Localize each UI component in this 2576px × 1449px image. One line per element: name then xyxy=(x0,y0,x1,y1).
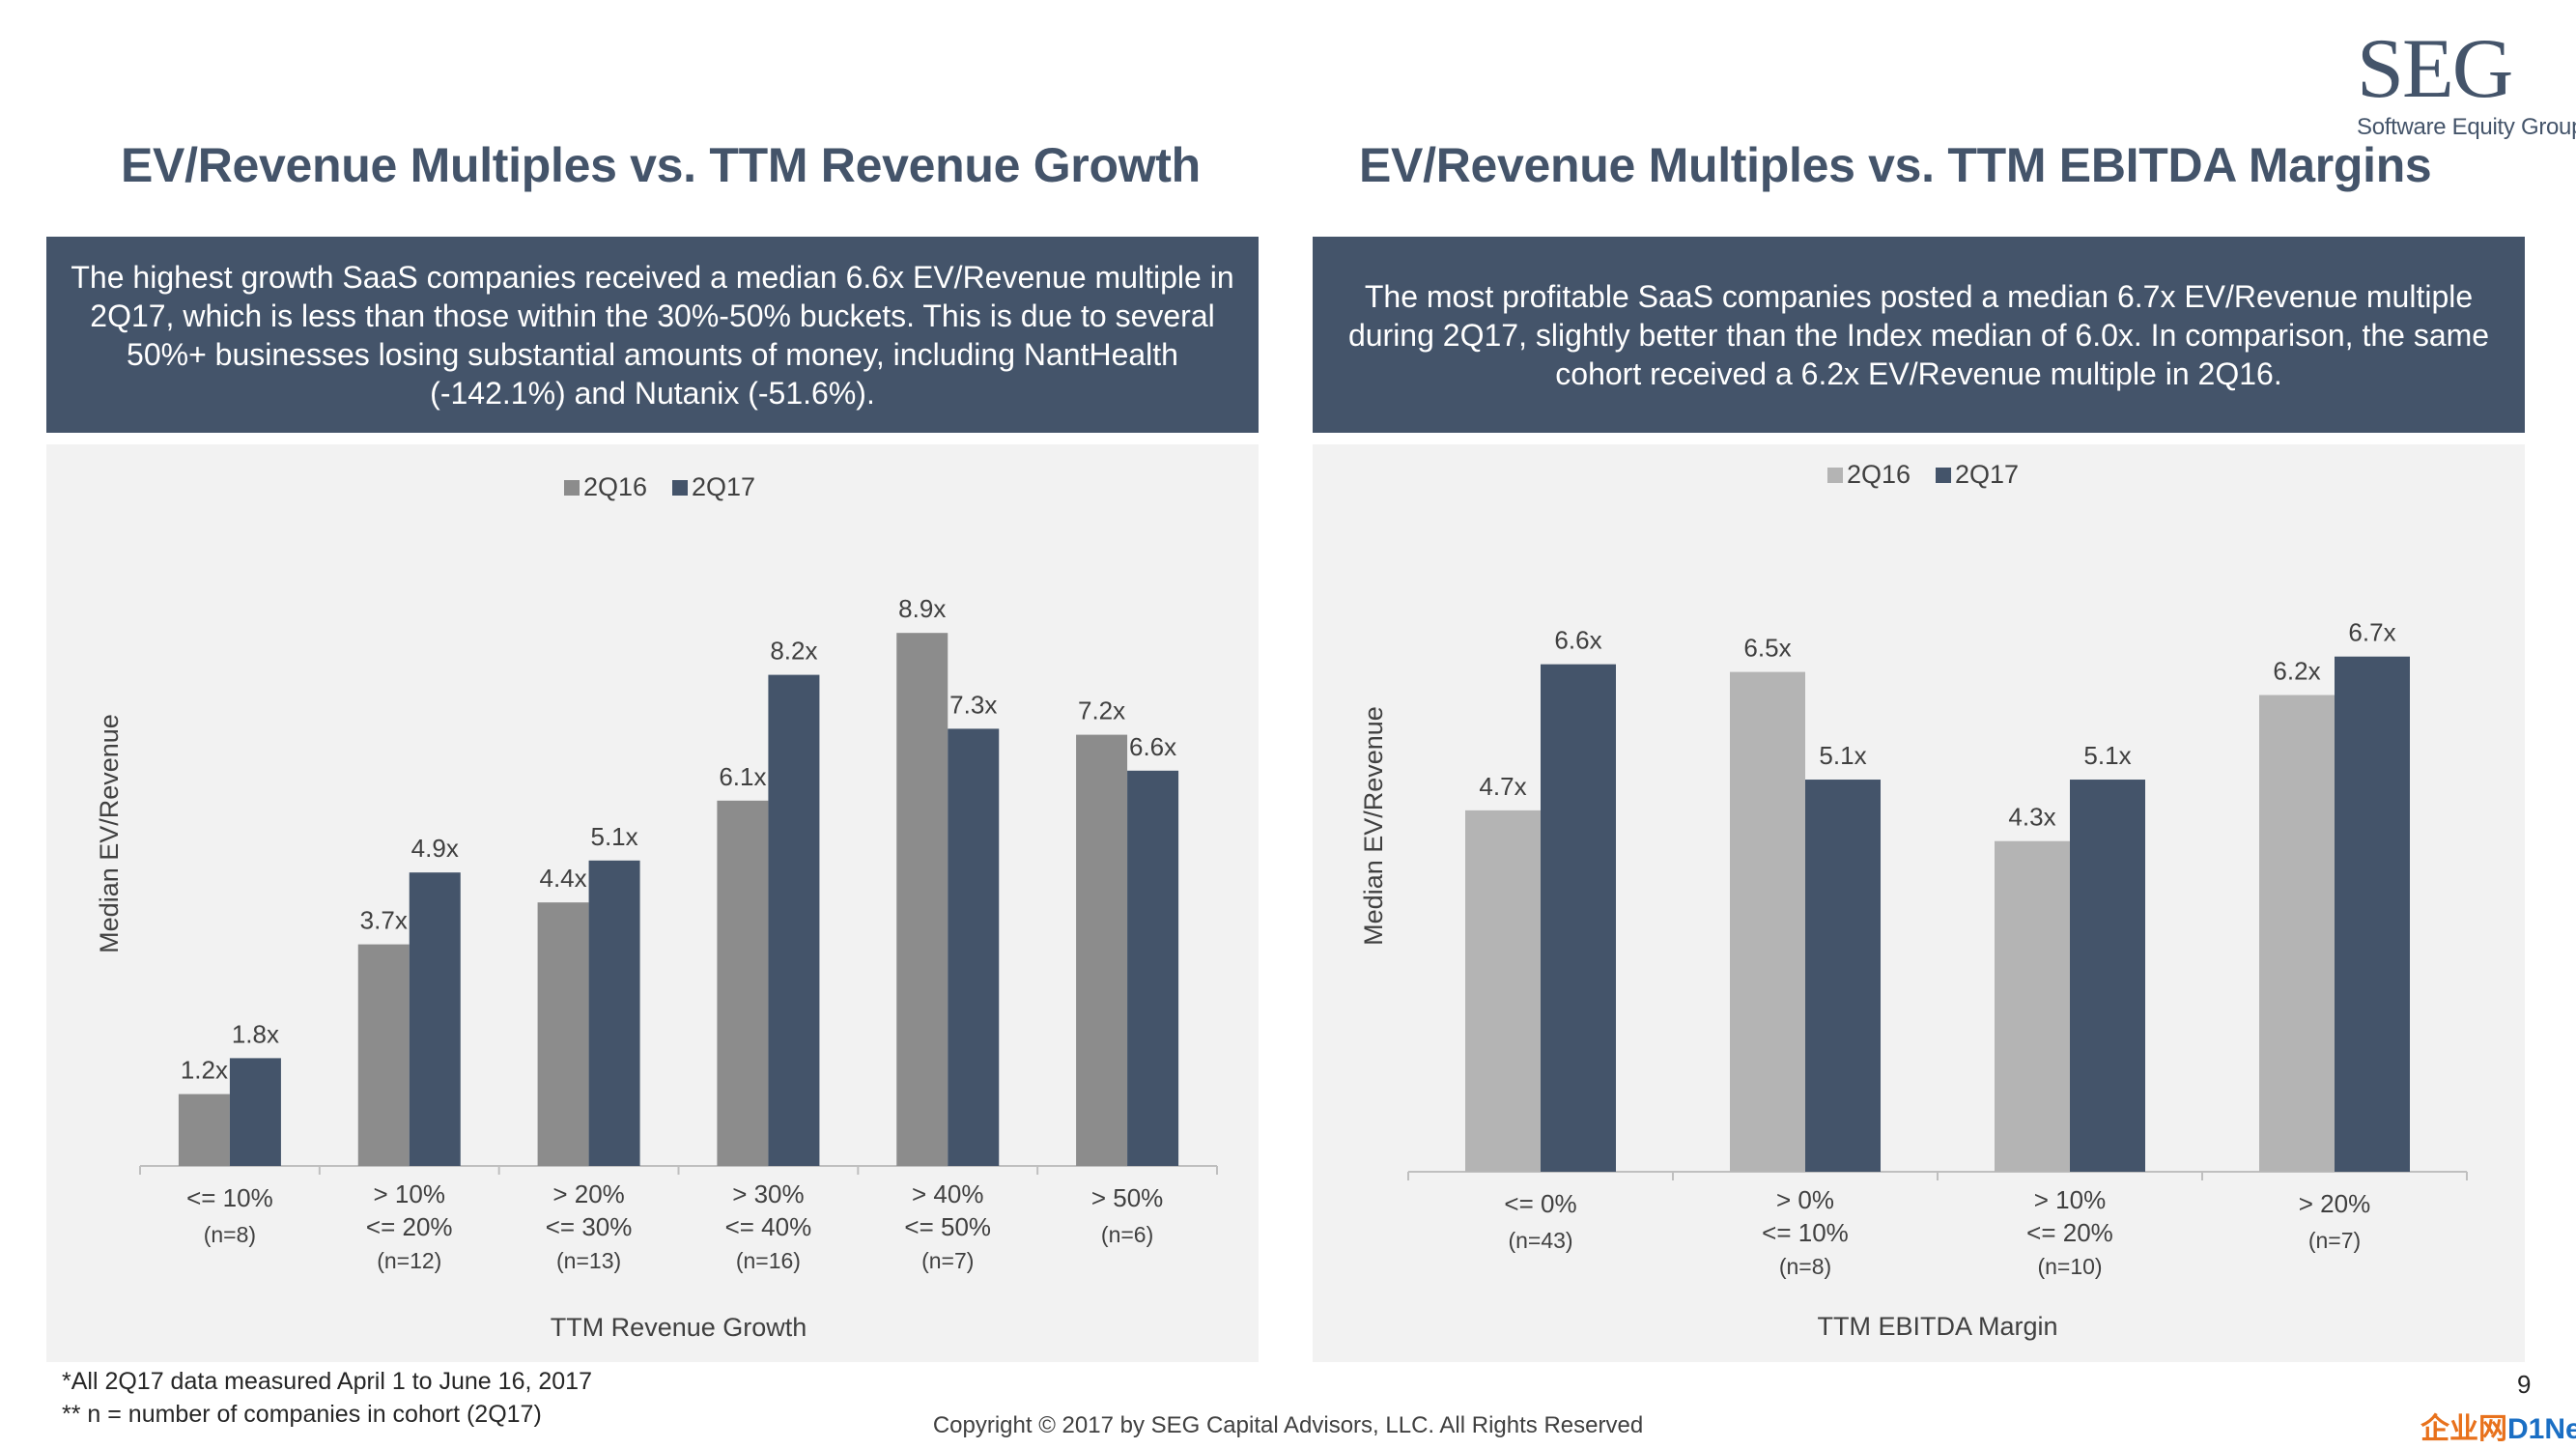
left-category-label: <= 40% xyxy=(725,1212,812,1241)
left-data-label: 5.1x xyxy=(591,822,638,851)
right-category-label: <= 10% xyxy=(1762,1218,1849,1247)
right-data-label: 6.5x xyxy=(1743,634,1791,663)
right-bar-2q16 xyxy=(1995,840,2070,1172)
right-category-label: (n=43) xyxy=(1508,1228,1572,1253)
left-legend-swatch-2q17 xyxy=(672,480,688,496)
right-data-label: 5.1x xyxy=(1819,741,1866,770)
left-category-label: > 10% xyxy=(374,1179,445,1208)
right-bar-2q16 xyxy=(1730,671,1805,1172)
footnote-data-period: *All 2Q17 data measured April 1 to June … xyxy=(62,1368,592,1395)
right-data-label: 6.6x xyxy=(1554,626,1601,655)
right-data-label: 6.2x xyxy=(2273,656,2320,685)
left-data-label: 4.9x xyxy=(411,834,459,863)
left-category-label: > 40% xyxy=(912,1179,983,1208)
right-category-label: (n=8) xyxy=(1779,1254,1831,1279)
left-description-banner: The highest growth SaaS companies receiv… xyxy=(46,237,1259,433)
right-bar-2q16 xyxy=(2259,695,2335,1172)
right-bar-2q17 xyxy=(1805,780,1881,1172)
ebitda-margin-chart: 4.7x 6.6x <= 0% (n=43) 6.5x 5.1x > 0% <= 10% (n=… xyxy=(1359,460,2468,1341)
right-data-label: 4.7x xyxy=(1479,772,1526,801)
right-description-text: The most profitable SaaS companies poste… xyxy=(1347,278,2490,391)
right-legend-swatch-2q17 xyxy=(1936,468,1951,483)
left-bar-2q17 xyxy=(409,872,461,1166)
left-bar-2q16 xyxy=(896,633,948,1166)
left-bar-2q16 xyxy=(1076,734,1128,1166)
left-category-label: <= 10% xyxy=(186,1183,273,1212)
left-category-label: <= 30% xyxy=(546,1212,633,1241)
left-data-label: 7.3x xyxy=(949,690,997,719)
copyright-notice: Copyright © 2017 by SEG Capital Advisors… xyxy=(932,1412,1644,1438)
watermark-text-en: D1Net xyxy=(2507,1413,2576,1445)
left-y-axis-title: Median EV/Revenue xyxy=(95,714,124,953)
left-legend-swatch-2q16 xyxy=(564,480,580,496)
right-bar-2q17 xyxy=(1541,664,1616,1172)
right-x-axis-title: TTM EBITDA Margin xyxy=(1817,1312,2057,1341)
left-category-label: (n=8) xyxy=(204,1222,256,1247)
left-bar-2q17 xyxy=(1127,770,1179,1166)
left-bar-2q17 xyxy=(768,674,820,1166)
right-y-axis-title: Median EV/Revenue xyxy=(1359,706,1388,946)
right-category-label: > 10% xyxy=(2034,1185,2106,1214)
left-category-label: <= 20% xyxy=(366,1212,453,1241)
watermark-text-cn: 企业网 xyxy=(2420,1413,2507,1445)
left-category-label: (n=12) xyxy=(377,1248,441,1273)
right-legend-swatch-2q16 xyxy=(1827,468,1843,483)
seg-logo-subtitle: Software Equity Group xyxy=(2357,114,2576,140)
right-description-banner: The most profitable SaaS companies poste… xyxy=(1313,237,2525,433)
left-data-label: 6.1x xyxy=(719,762,766,791)
left-legend-label-2q16: 2Q16 xyxy=(583,472,647,501)
right-data-label: 5.1x xyxy=(2083,741,2131,770)
left-data-label: 7.2x xyxy=(1078,696,1125,725)
left-bar-2q17 xyxy=(948,728,1000,1166)
revenue-growth-chart: 1.2x1.8x <= 10% (n=8) 3.7x 4.9x > 10% <= 20% (n… xyxy=(95,472,1218,1342)
left-data-label: 8.9x xyxy=(898,594,946,623)
left-category-label: <= 50% xyxy=(904,1212,991,1241)
left-bar-2q16 xyxy=(537,902,589,1166)
right-chart-title: EV/Revenue Multiples vs. TTM EBITDA Marg… xyxy=(1359,138,2432,192)
left-data-label: 4.4x xyxy=(540,864,587,893)
right-legend-label-2q16: 2Q16 xyxy=(1847,460,1911,489)
right-category-label: (n=10) xyxy=(2037,1254,2102,1279)
footnote-n-definition: ** n = number of companies in cohort (2Q… xyxy=(62,1401,542,1428)
left-data-label: 8.2x xyxy=(770,637,817,666)
left-data-label: 1.2x xyxy=(181,1056,228,1085)
left-chart-title: EV/Revenue Multiples vs. TTM Revenue Gro… xyxy=(121,138,1201,192)
watermark-logo: 企业网D1Net xyxy=(2420,1405,2576,1447)
left-bar-2q17 xyxy=(588,860,640,1166)
left-category-label: > 30% xyxy=(732,1179,804,1208)
left-description-text: The highest growth SaaS companies receiv… xyxy=(71,259,1234,411)
left-chart-panel: 1.2x 1.8x <= 10% (n=8) 3.7x 4.9x > 10% <= 20% (n… xyxy=(46,444,1259,1362)
right-category-label: > 0% xyxy=(1776,1185,1834,1214)
left-category-label: (n=7) xyxy=(921,1248,974,1273)
left-category-label: > 20% xyxy=(552,1179,624,1208)
left-category-label: (n=16) xyxy=(736,1248,801,1273)
right-category-label: (n=7) xyxy=(2308,1228,2361,1253)
left-bar-2q16 xyxy=(357,944,410,1166)
right-category-label: <= 20% xyxy=(2026,1218,2113,1247)
right-category-label: <= 0% xyxy=(1504,1189,1576,1218)
page-number: 9 xyxy=(2517,1370,2532,1399)
seg-logo: SEG xyxy=(2357,22,2513,116)
left-bar-2q16 xyxy=(178,1094,230,1166)
left-x-axis-title: TTM Revenue Growth xyxy=(551,1313,807,1342)
right-legend-label-2q17: 2Q17 xyxy=(1955,460,2019,489)
right-data-label: 6.7x xyxy=(2348,618,2395,647)
left-data-label: 1.8x xyxy=(232,1019,279,1048)
left-category-label: (n=6) xyxy=(1101,1222,1153,1247)
right-bar-2q16 xyxy=(1465,810,1541,1172)
left-data-label: 3.7x xyxy=(360,906,408,935)
right-data-label: 4.3x xyxy=(2008,803,2055,832)
left-legend-label-2q17: 2Q17 xyxy=(692,472,755,501)
left-category-label: > 50% xyxy=(1091,1183,1163,1212)
left-bar-2q17 xyxy=(229,1058,281,1166)
left-data-label: 6.6x xyxy=(1129,732,1176,761)
right-category-label: > 20% xyxy=(2299,1189,2370,1218)
right-chart-panel: 4.7x 6.6x <= 0% (n=43) 6.5x 5.1x > 0% <= 10% (n=… xyxy=(1313,444,2525,1362)
left-category-label: (n=13) xyxy=(556,1248,621,1273)
left-bar-2q16 xyxy=(717,800,769,1166)
right-bar-2q17 xyxy=(2335,656,2410,1172)
right-bar-2q17 xyxy=(2070,780,2145,1172)
